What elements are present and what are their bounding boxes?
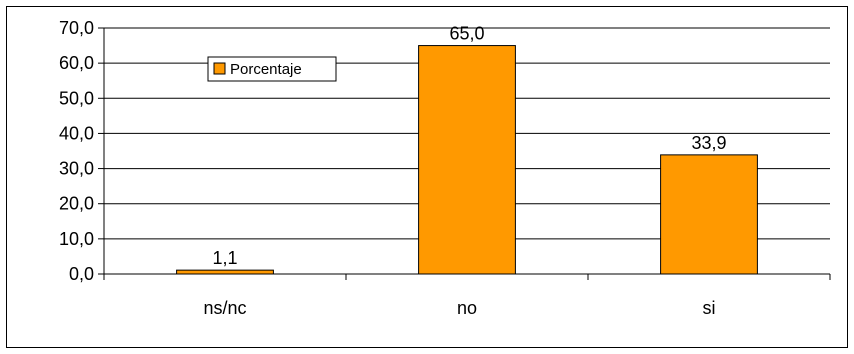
x-category-label: no — [457, 298, 477, 318]
legend-swatch — [213, 62, 226, 75]
y-tick-label: 70,0 — [59, 18, 94, 38]
legend-label: Porcentaje — [230, 61, 302, 78]
data-label: 65,0 — [449, 24, 484, 44]
y-tick-label: 50,0 — [59, 88, 94, 108]
y-tick-label: 20,0 — [59, 194, 94, 214]
data-label: 1,1 — [212, 248, 237, 268]
y-tick-label: 60,0 — [59, 53, 94, 73]
x-category-label: ns/nc — [203, 298, 246, 318]
x-category-label: si — [703, 298, 716, 318]
y-tick-label: 10,0 — [59, 229, 94, 249]
y-tick-label: 0,0 — [69, 264, 94, 284]
bar-no — [418, 45, 516, 275]
bar-si — [660, 154, 758, 275]
y-tick-label: 40,0 — [59, 123, 94, 143]
bar-ns-nc — [176, 269, 274, 275]
legend — [207, 56, 337, 82]
data-label: 33,9 — [691, 133, 726, 153]
y-tick-label: 30,0 — [59, 159, 94, 179]
